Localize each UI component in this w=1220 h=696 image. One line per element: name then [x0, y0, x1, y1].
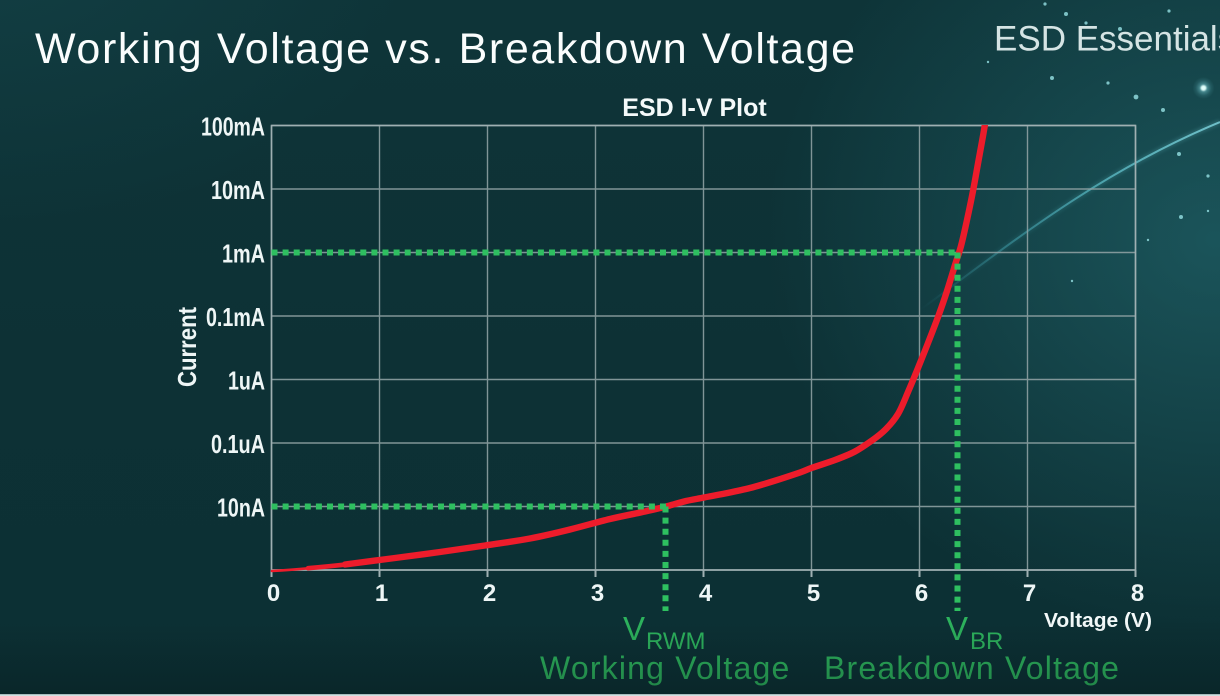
svg-text:0: 0	[267, 580, 280, 607]
svg-text:1mA: 1mA	[222, 239, 265, 269]
svg-text:7: 7	[1023, 580, 1036, 607]
svg-text:10nA: 10nA	[217, 493, 265, 523]
svg-text:ESD I-V Plot: ESD I-V Plot	[622, 94, 767, 122]
svg-text:ESD Essentials: ESD Essentials	[994, 20, 1220, 59]
svg-text:0.1uA: 0.1uA	[211, 429, 265, 459]
svg-text:4: 4	[699, 580, 713, 607]
svg-text:10mA: 10mA	[211, 175, 265, 205]
svg-text:0.1mA: 0.1mA	[206, 302, 265, 332]
svg-text:100mA: 100mA	[201, 112, 265, 142]
svg-text:8: 8	[1131, 580, 1144, 607]
svg-text:5: 5	[807, 580, 820, 607]
svg-text:Current: Current	[172, 307, 202, 387]
svg-text:Working Voltage vs. Breakdown: Working Voltage vs. Breakdown Voltage	[35, 25, 857, 73]
svg-text:2: 2	[483, 580, 496, 607]
svg-text:1uA: 1uA	[228, 366, 265, 396]
svg-text:6: 6	[915, 580, 928, 607]
svg-text:3: 3	[591, 580, 604, 607]
svg-text:1: 1	[375, 580, 388, 607]
